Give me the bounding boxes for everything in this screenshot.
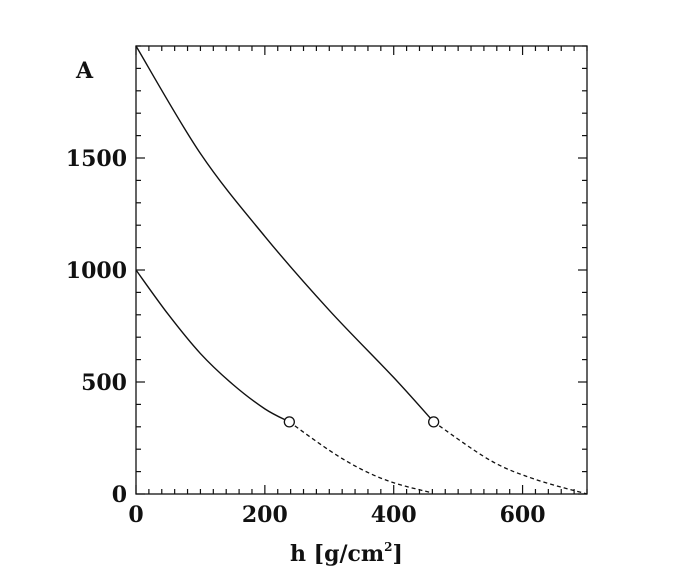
x-axis-label-superscript: 2 — [384, 540, 392, 554]
x-tick-label: 400 — [371, 502, 417, 528]
x-tick-label: 600 — [500, 502, 546, 528]
x-tick-label: 0 — [128, 502, 143, 528]
series-1-dashed-line — [288, 421, 433, 494]
x-axis-label: h [g/cm2] — [290, 540, 403, 567]
series-1-marker — [283, 416, 295, 428]
y-axis-label: A — [75, 58, 94, 84]
x-tick-labels: 0 200 400 600 — [128, 502, 545, 528]
axis-ticks — [135, 45, 588, 495]
series-1-solid-line — [135, 269, 290, 423]
series-2-marker — [428, 416, 440, 428]
series-2-solid-line — [135, 45, 435, 423]
x-axis-label-close: ] — [393, 541, 403, 567]
series-2-dashed-line — [433, 421, 588, 495]
y-tick-label: 500 — [81, 370, 127, 396]
y-tick-labels: 0 500 1000 1500 — [66, 146, 127, 508]
y-tick-label: 1500 — [66, 146, 127, 172]
curves — [135, 45, 588, 495]
y-tick-label: 1000 — [66, 258, 127, 284]
plot-frame — [135, 45, 588, 495]
x-tick-label: 200 — [242, 502, 288, 528]
x-axis-label-main: h [g/cm — [290, 541, 384, 567]
y-tick-label: 0 — [112, 482, 127, 508]
